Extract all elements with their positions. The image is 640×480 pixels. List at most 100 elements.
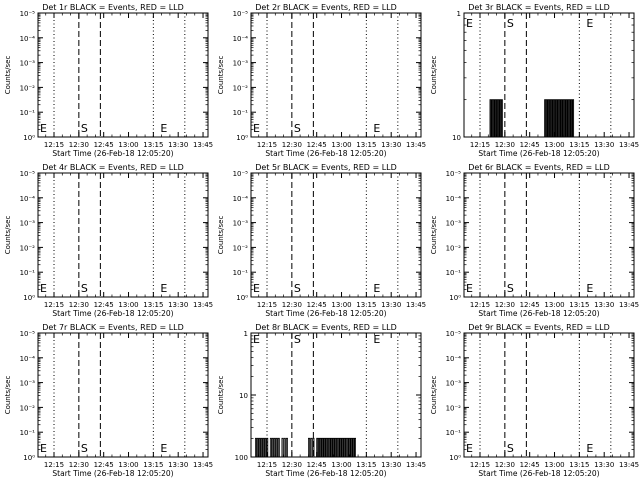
panel-det-2: Det 2r BLACK = Events, RED = LLD Counts/s… — [217, 3, 426, 158]
x-tick-label: 13:30 — [381, 301, 401, 309]
x-tick-label: 12:45 — [307, 301, 327, 309]
y-tick-label: 10⁰ — [236, 294, 248, 302]
marker-label: E — [586, 282, 593, 295]
y-tick-label: 10⁻³ — [20, 220, 36, 228]
panel-title: Det 9r BLACK = Events, RED = LLD — [468, 323, 610, 332]
x-axis-label: Start Time (26-Feb-18 12:05:20) — [52, 309, 173, 318]
marker-label: S — [294, 282, 301, 295]
x-tick-label: 12:45 — [307, 141, 327, 149]
x-tick-label: 12:30 — [282, 461, 302, 469]
x-tick-label: 12:30 — [282, 141, 302, 149]
panel-title: Det 5r BLACK = Events, RED = LLD — [255, 163, 397, 172]
x-tick-label: 13:45 — [619, 141, 639, 149]
y-axis-label: Counts/sec — [217, 376, 225, 415]
marker-label: E — [160, 282, 167, 295]
marker-label: E — [466, 17, 473, 30]
panel-det-4: Det 4r BLACK = Events, RED = LLD Counts/s… — [4, 163, 213, 318]
marker-label: E — [373, 122, 380, 135]
x-tick-label: 12:15 — [257, 141, 277, 149]
marker-label: S — [294, 333, 301, 346]
plot-frame — [250, 12, 422, 138]
marker-label: E — [40, 122, 47, 135]
y-tick-label: 10⁻² — [20, 404, 36, 412]
x-tick-label: 12:45 — [307, 461, 327, 469]
x-tick-label: 12:45 — [94, 461, 114, 469]
panel-det-5: Det 5r BLACK = Events, RED = LLD Counts/s… — [217, 163, 426, 318]
x-tick-label: 13:30 — [381, 141, 401, 149]
x-tick-label: 13:30 — [168, 301, 188, 309]
y-axis-label: Counts/sec — [4, 376, 12, 415]
plot-frame — [37, 12, 209, 138]
marker-label: E — [373, 333, 380, 346]
y-tick-label: 10⁻⁴ — [446, 195, 462, 203]
marker-label: S — [507, 282, 514, 295]
panel-det-9: Det 9r BLACK = Events, RED = LLD Counts/s… — [430, 323, 639, 478]
y-tick-label: 10⁻⁴ — [233, 195, 249, 203]
x-axis-label: Start Time (26-Feb-18 12:05:20) — [478, 469, 599, 478]
x-axis-label: Start Time (26-Feb-18 12:05:20) — [52, 469, 173, 478]
marker-label: E — [160, 122, 167, 135]
y-tick-label: 10⁻³ — [446, 380, 462, 388]
y-tick-label: 10⁻¹ — [446, 429, 462, 437]
event-burst — [308, 437, 315, 457]
y-tick-label: 10⁻² — [446, 244, 462, 252]
y-axis-label: Counts/sec — [430, 216, 438, 255]
x-tick-label: 12:30 — [495, 301, 515, 309]
marker-label: E — [253, 282, 260, 295]
x-tick-label: 12:30 — [69, 301, 89, 309]
x-tick-label: 13:30 — [168, 461, 188, 469]
y-axis-label: Counts/sec — [4, 56, 12, 95]
y-tick-label: 10 — [452, 134, 461, 142]
panel-title: Det 3r BLACK = Events, RED = LLD — [468, 3, 610, 12]
y-tick-label: 10⁻² — [20, 84, 36, 92]
y-tick-label: 10⁻¹ — [446, 269, 462, 277]
y-tick-label: 10⁻³ — [446, 220, 462, 228]
x-tick-label: 13:15 — [356, 461, 376, 469]
x-tick-label: 13:15 — [356, 141, 376, 149]
x-axis-label: Start Time (26-Feb-18 12:05:20) — [478, 149, 599, 158]
y-tick-label: 10⁻⁵ — [20, 170, 36, 178]
plot-frame — [463, 332, 635, 458]
x-tick-label: 12:15 — [257, 301, 277, 309]
x-tick-label: 13:00 — [331, 141, 351, 149]
y-tick-label: 10⁻¹ — [20, 429, 36, 437]
y-axis-label: Counts/sec — [430, 56, 438, 95]
x-tick-label: 13:45 — [406, 141, 426, 149]
event-burst — [281, 437, 288, 457]
x-axis-label: Start Time (26-Feb-18 12:05:20) — [52, 149, 173, 158]
marker-label: E — [40, 442, 47, 455]
plot-frame — [37, 172, 209, 298]
event-burst — [255, 437, 269, 457]
x-tick-label: 13:45 — [193, 141, 213, 149]
x-tick-label: 13:30 — [381, 461, 401, 469]
y-tick-label: 10⁰ — [23, 134, 35, 142]
x-tick-label: 12:45 — [94, 141, 114, 149]
x-tick-label: 13:00 — [118, 141, 138, 149]
x-tick-label: 13:00 — [118, 301, 138, 309]
x-tick-label: 13:00 — [118, 461, 138, 469]
y-tick-label: 10⁰ — [236, 134, 248, 142]
x-tick-label: 12:45 — [520, 461, 540, 469]
x-tick-label: 12:45 — [94, 301, 114, 309]
y-tick-label: 10⁻⁴ — [233, 35, 249, 43]
x-tick-label: 12:15 — [470, 461, 490, 469]
x-tick-label: 13:45 — [406, 301, 426, 309]
panel-det-7: Det 7r BLACK = Events, RED = LLD Counts/s… — [4, 323, 213, 478]
y-tick-label: 10⁻⁴ — [20, 195, 36, 203]
marker-label: E — [586, 442, 593, 455]
x-tick-label: 13:15 — [143, 141, 163, 149]
x-tick-label: 12:30 — [495, 141, 515, 149]
marker-label: E — [253, 333, 260, 346]
x-tick-label: 13:15 — [143, 461, 163, 469]
marker-label: E — [466, 282, 473, 295]
panel-title: Det 1r BLACK = Events, RED = LLD — [42, 3, 184, 12]
y-tick-label: 10⁻² — [446, 404, 462, 412]
x-tick-label: 12:30 — [495, 461, 515, 469]
x-tick-label: 13:15 — [143, 301, 163, 309]
y-tick-label: 1 — [457, 10, 461, 18]
x-tick-label: 13:30 — [168, 141, 188, 149]
event-burst — [269, 437, 280, 457]
x-tick-label: 13:15 — [569, 141, 589, 149]
y-axis-label: Counts/sec — [217, 56, 225, 95]
